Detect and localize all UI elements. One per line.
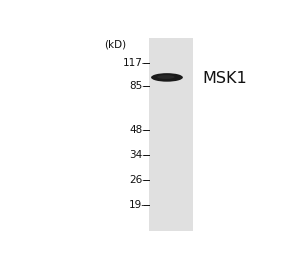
Ellipse shape: [157, 75, 175, 79]
Ellipse shape: [151, 73, 183, 82]
Text: 26-: 26-: [129, 175, 146, 185]
Text: 19-: 19-: [129, 200, 146, 210]
Text: (kD): (kD): [104, 40, 127, 50]
Bar: [149, 38, 193, 231]
Text: 34-: 34-: [129, 150, 146, 160]
Text: 85-: 85-: [129, 81, 146, 91]
Text: 48-: 48-: [129, 125, 146, 135]
Text: MSK1: MSK1: [202, 71, 247, 86]
Text: 117-: 117-: [123, 58, 146, 68]
